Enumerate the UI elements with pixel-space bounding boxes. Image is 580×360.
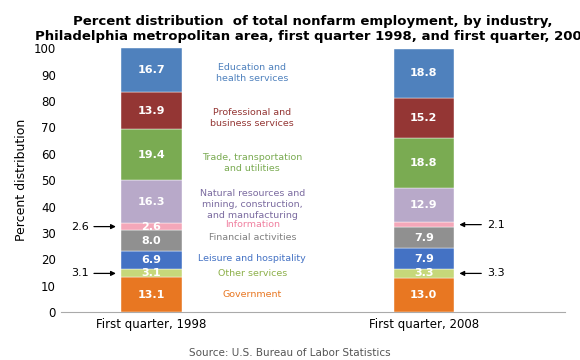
Bar <box>121 48 182 93</box>
Text: Education and
health services: Education and health services <box>216 63 288 84</box>
Bar <box>393 138 454 188</box>
Bar <box>121 278 182 312</box>
Y-axis label: Percent distribution: Percent distribution <box>15 119 28 241</box>
Text: 8.0: 8.0 <box>142 235 161 246</box>
Text: 13.0: 13.0 <box>410 290 437 300</box>
Text: Information: Information <box>225 220 280 229</box>
Text: 13.9: 13.9 <box>137 106 165 116</box>
Text: 7.9: 7.9 <box>414 254 434 264</box>
Bar <box>121 223 182 230</box>
Text: Other services: Other services <box>218 269 287 278</box>
Bar <box>393 248 454 269</box>
Text: Government: Government <box>223 291 282 300</box>
Text: Source: U.S. Bureau of Labor Statistics: Source: U.S. Bureau of Labor Statistics <box>189 348 391 359</box>
Text: 3.1: 3.1 <box>142 269 161 278</box>
Bar <box>393 222 454 228</box>
Bar <box>393 269 454 278</box>
Text: Financial activities: Financial activities <box>209 233 296 242</box>
Text: 7.9: 7.9 <box>414 233 434 243</box>
Text: 18.8: 18.8 <box>410 158 437 168</box>
Text: Trade, transportation
and utilities: Trade, transportation and utilities <box>202 153 302 173</box>
Bar <box>393 49 454 98</box>
Text: Professional and
business services: Professional and business services <box>211 108 294 128</box>
Text: 3.1: 3.1 <box>71 269 114 278</box>
Bar <box>121 129 182 180</box>
Bar <box>121 269 182 278</box>
Bar <box>121 180 182 223</box>
Bar <box>393 278 454 312</box>
Bar <box>121 251 182 269</box>
Text: 16.3: 16.3 <box>137 197 165 207</box>
Bar <box>121 93 182 129</box>
Text: 6.9: 6.9 <box>142 255 161 265</box>
Bar <box>393 188 454 222</box>
Text: Natural resources and
mining, construction,
and manufacturing: Natural resources and mining, constructi… <box>200 189 305 220</box>
Text: 2.6: 2.6 <box>142 222 161 231</box>
Text: 3.3: 3.3 <box>461 269 505 278</box>
Text: 15.2: 15.2 <box>410 113 437 123</box>
Text: 13.1: 13.1 <box>138 290 165 300</box>
Text: 2.1: 2.1 <box>461 220 505 230</box>
Bar <box>393 98 454 138</box>
Text: 2.6: 2.6 <box>71 222 114 231</box>
Bar <box>121 230 182 251</box>
Bar <box>393 228 454 248</box>
Text: Leisure and hospitality: Leisure and hospitality <box>198 254 306 263</box>
Text: 19.4: 19.4 <box>137 150 165 159</box>
Text: 18.8: 18.8 <box>410 68 437 78</box>
Text: 16.7: 16.7 <box>137 66 165 75</box>
Text: 3.3: 3.3 <box>414 269 433 278</box>
Title: Percent distribution  of total nonfarm employment, by industry,
Philadelphia met: Percent distribution of total nonfarm em… <box>35 15 580 43</box>
Text: 12.9: 12.9 <box>410 200 437 210</box>
